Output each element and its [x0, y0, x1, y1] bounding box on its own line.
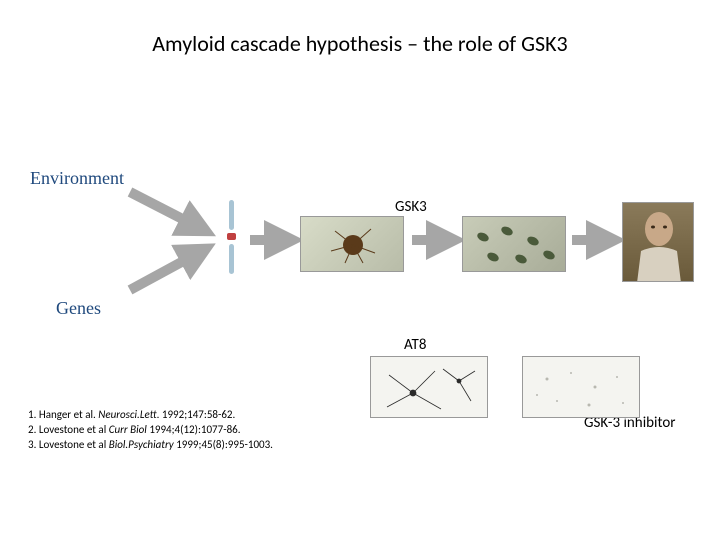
references: 1. Hanger et al. Neurosci.Lett. 1992;147…	[28, 408, 273, 453]
ref-text: 3. Lovestone et al	[28, 438, 109, 451]
page-title: Amyloid cascade hypothesis – the role of…	[0, 30, 720, 57]
ref-journal: Biol.Psychiatry	[109, 438, 174, 451]
ref-journal: Curr Biol	[109, 423, 147, 436]
ref-text: 2. Lovestone et al	[28, 423, 109, 436]
plaque-image	[300, 216, 404, 272]
ref-text: 1. Hanger et al.	[28, 408, 98, 421]
at8-image-2	[522, 356, 640, 418]
patient-image	[622, 202, 694, 282]
chromosome-icon	[225, 200, 239, 280]
ref-text: . 1992;147:58-62.	[157, 408, 236, 421]
reference-1: 1. Hanger et al. Neurosci.Lett. 1992;147…	[28, 408, 273, 423]
gsk3-label: GSK3	[395, 198, 427, 216]
reference-3: 3. Lovestone et al Biol.Psychiatry 1999;…	[28, 438, 273, 453]
ref-journal: Neurosci.Lett	[98, 408, 156, 421]
at8-label: AT8	[404, 336, 426, 354]
tangle-image	[462, 216, 566, 272]
environment-label: Environment	[30, 168, 124, 189]
genes-label: Genes	[56, 298, 101, 319]
ref-text: 1994;4(12):1077-86.	[147, 423, 241, 436]
ref-text: 1999;45(8):995-1003.	[174, 438, 273, 451]
at8-image-1	[370, 356, 488, 418]
reference-2: 2. Lovestone et al Curr Biol 1994;4(12):…	[28, 423, 273, 438]
